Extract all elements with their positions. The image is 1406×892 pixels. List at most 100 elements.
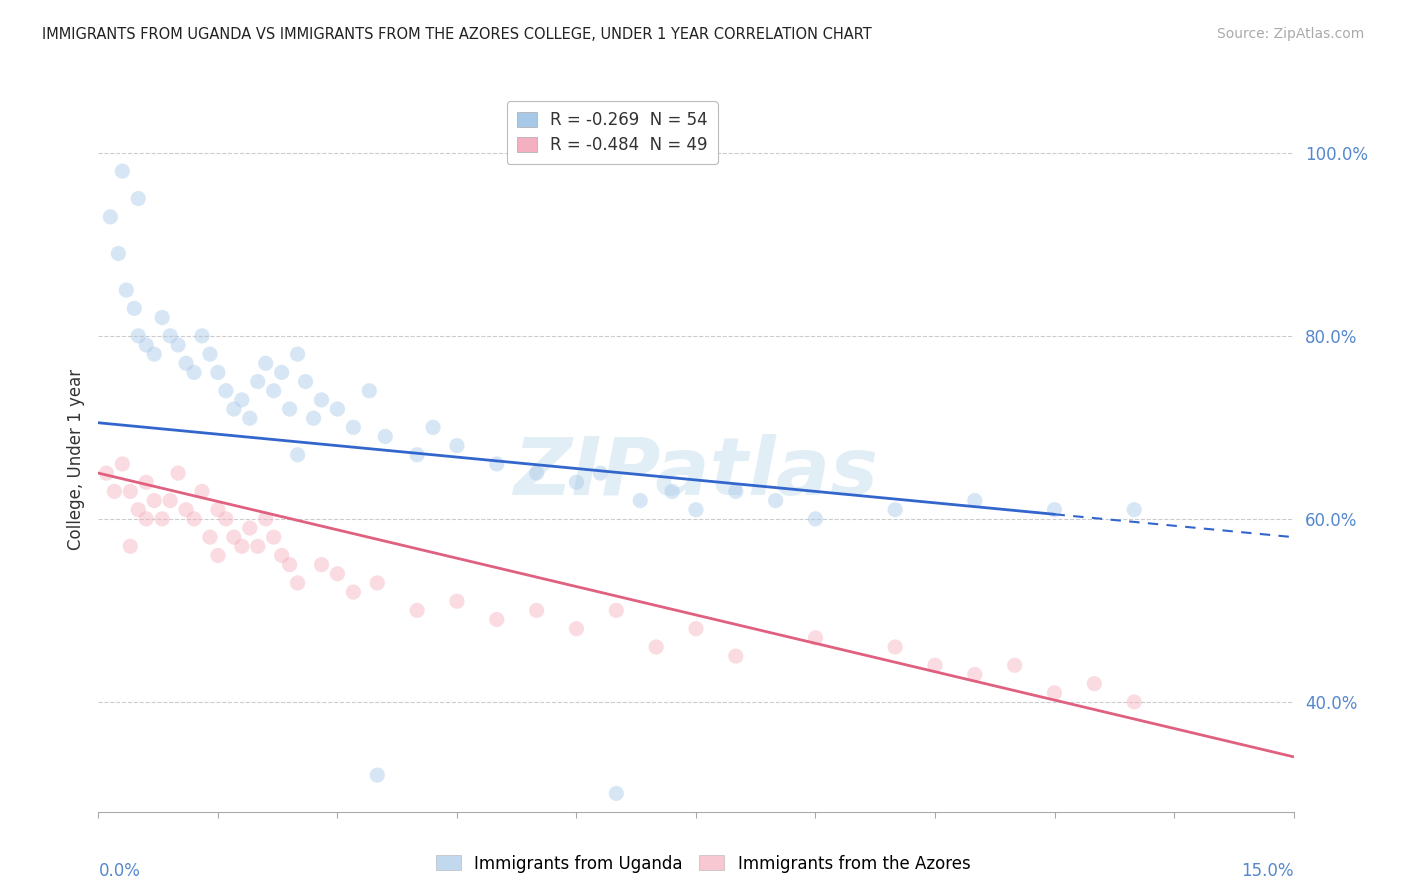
Point: [287, 576, 309, 591]
Point: [311, 558, 333, 572]
Point: [107, 246, 129, 260]
Point: [239, 411, 262, 425]
Point: [804, 512, 827, 526]
Point: [127, 192, 149, 206]
Point: [294, 375, 316, 389]
Point: [287, 347, 309, 361]
Point: [724, 649, 747, 664]
Text: 15.0%: 15.0%: [1241, 862, 1294, 880]
Point: [207, 366, 229, 380]
Point: [342, 585, 364, 599]
Point: [183, 512, 205, 526]
Point: [263, 530, 285, 544]
Point: [342, 420, 364, 434]
Point: [198, 530, 221, 544]
Point: [143, 347, 166, 361]
Point: [1004, 658, 1026, 673]
Point: [661, 484, 683, 499]
Point: [446, 439, 468, 453]
Point: [135, 475, 157, 490]
Point: [127, 328, 149, 343]
Point: [446, 594, 468, 608]
Point: [406, 603, 429, 617]
Point: [231, 392, 253, 407]
Point: [183, 366, 205, 380]
Point: [246, 375, 269, 389]
Point: [135, 338, 157, 352]
Point: [198, 347, 221, 361]
Point: [124, 301, 146, 316]
Point: [311, 392, 333, 407]
Point: [1083, 676, 1105, 690]
Point: [159, 493, 181, 508]
Point: [150, 512, 173, 526]
Point: [215, 512, 238, 526]
Text: 0.0%: 0.0%: [98, 862, 141, 880]
Legend: Immigrants from Uganda, Immigrants from the Azores: Immigrants from Uganda, Immigrants from …: [429, 848, 977, 880]
Point: [278, 402, 301, 417]
Point: [1123, 695, 1146, 709]
Point: [239, 521, 262, 535]
Point: [207, 502, 229, 516]
Point: [167, 466, 190, 480]
Text: Source: ZipAtlas.com: Source: ZipAtlas.com: [1216, 27, 1364, 41]
Text: IMMIGRANTS FROM UGANDA VS IMMIGRANTS FROM THE AZORES COLLEGE, UNDER 1 YEAR CORRE: IMMIGRANTS FROM UGANDA VS IMMIGRANTS FRO…: [42, 27, 872, 42]
Point: [326, 402, 349, 417]
Point: [605, 603, 627, 617]
Point: [963, 493, 986, 508]
Point: [103, 484, 125, 499]
Point: [270, 366, 292, 380]
Point: [191, 328, 214, 343]
Point: [366, 576, 388, 591]
Text: ZIPatlas: ZIPatlas: [513, 434, 879, 513]
Point: [150, 310, 173, 325]
Point: [215, 384, 238, 398]
Point: [263, 384, 285, 398]
Point: [191, 484, 214, 499]
Point: [159, 328, 181, 343]
Point: [222, 530, 245, 544]
Point: [485, 613, 508, 627]
Point: [526, 466, 548, 480]
Point: [207, 549, 229, 563]
Point: [804, 631, 827, 645]
Point: [685, 502, 707, 516]
Point: [366, 768, 388, 782]
Point: [589, 466, 612, 480]
Point: [111, 164, 134, 178]
Point: [526, 603, 548, 617]
Point: [485, 457, 508, 471]
Y-axis label: College, Under 1 year: College, Under 1 year: [66, 368, 84, 550]
Point: [565, 475, 588, 490]
Point: [254, 356, 277, 370]
Point: [963, 667, 986, 681]
Point: [278, 558, 301, 572]
Point: [222, 402, 245, 417]
Point: [167, 338, 190, 352]
Point: [174, 356, 197, 370]
Point: [422, 420, 444, 434]
Point: [406, 448, 429, 462]
Point: [884, 502, 907, 516]
Point: [246, 539, 269, 553]
Point: [765, 493, 787, 508]
Point: [1123, 502, 1146, 516]
Point: [628, 493, 651, 508]
Point: [231, 539, 253, 553]
Point: [884, 640, 907, 654]
Point: [287, 448, 309, 462]
Point: [270, 549, 292, 563]
Point: [174, 502, 197, 516]
Point: [120, 484, 142, 499]
Point: [1043, 686, 1066, 700]
Point: [143, 493, 166, 508]
Legend: R = -0.269  N = 54, R = -0.484  N = 49: R = -0.269 N = 54, R = -0.484 N = 49: [506, 102, 718, 164]
Point: [1043, 502, 1066, 516]
Point: [115, 283, 138, 297]
Point: [645, 640, 668, 654]
Point: [302, 411, 325, 425]
Point: [685, 622, 707, 636]
Point: [98, 210, 122, 224]
Point: [374, 429, 396, 443]
Point: [120, 539, 142, 553]
